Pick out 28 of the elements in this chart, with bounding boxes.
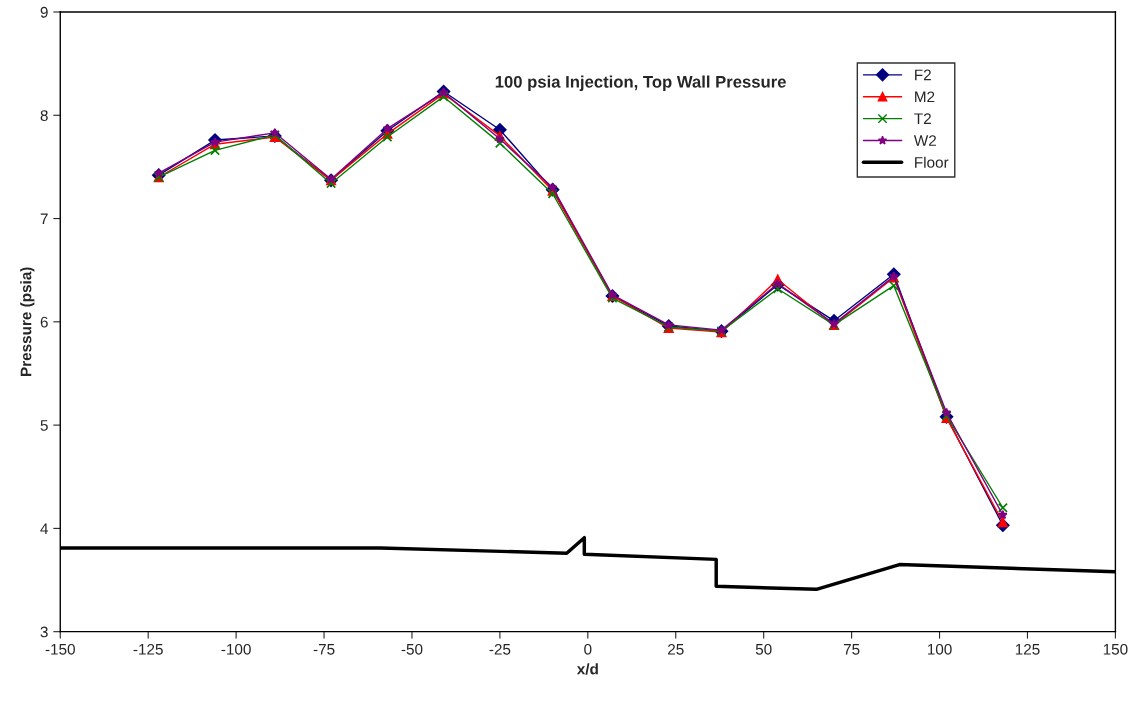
y-tick-label: 4 (40, 523, 49, 534)
text: 100 psia Injection, Top Wall Pressure (495, 75, 786, 92)
y-tick-label: 5 (40, 420, 48, 431)
legend-label: M2 (915, 91, 935, 103)
legend-label: F2 (915, 69, 931, 81)
y-tick-label: 7 (40, 213, 48, 225)
x-tick-label: -150 (45, 643, 75, 655)
x-tick-label: 125 (1015, 643, 1040, 655)
y-tick-label: 6 (40, 316, 48, 328)
x-tick-label: 150 (1103, 643, 1128, 655)
legend-label: Floor (915, 156, 949, 168)
y-tick-label: 9 (40, 6, 48, 18)
x-tick-label: -125 (133, 643, 163, 655)
x-tick-label: 75 (843, 644, 860, 655)
x-tick-label: 50 (755, 643, 772, 655)
x-tick-label: 0 (584, 643, 592, 655)
x-tick-label: -75 (313, 644, 335, 655)
x-tick-label: 100 (927, 643, 952, 655)
x-tick-label: 25 (668, 643, 684, 655)
legend-label: W2 (913, 135, 936, 146)
y-axis-title: Pressure (psia) (20, 267, 35, 376)
x-axis-title: x/d (576, 663, 598, 675)
x-tick-label: -25 (489, 643, 511, 655)
legend-label: T2 (914, 113, 931, 124)
x-tick-label: -100 (221, 643, 251, 655)
y-tick-label: 8 (40, 110, 48, 121)
y-tick-label: 3 (40, 626, 48, 638)
x-tick-label: -50 (401, 643, 423, 655)
